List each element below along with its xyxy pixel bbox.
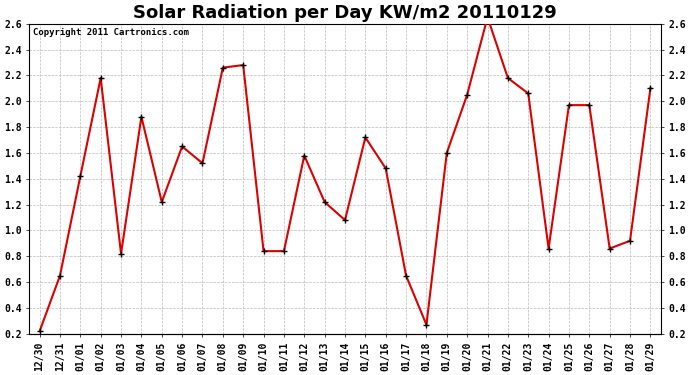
Title: Solar Radiation per Day KW/m2 20110129: Solar Radiation per Day KW/m2 20110129 (133, 4, 557, 22)
Text: Copyright 2011 Cartronics.com: Copyright 2011 Cartronics.com (32, 28, 188, 38)
